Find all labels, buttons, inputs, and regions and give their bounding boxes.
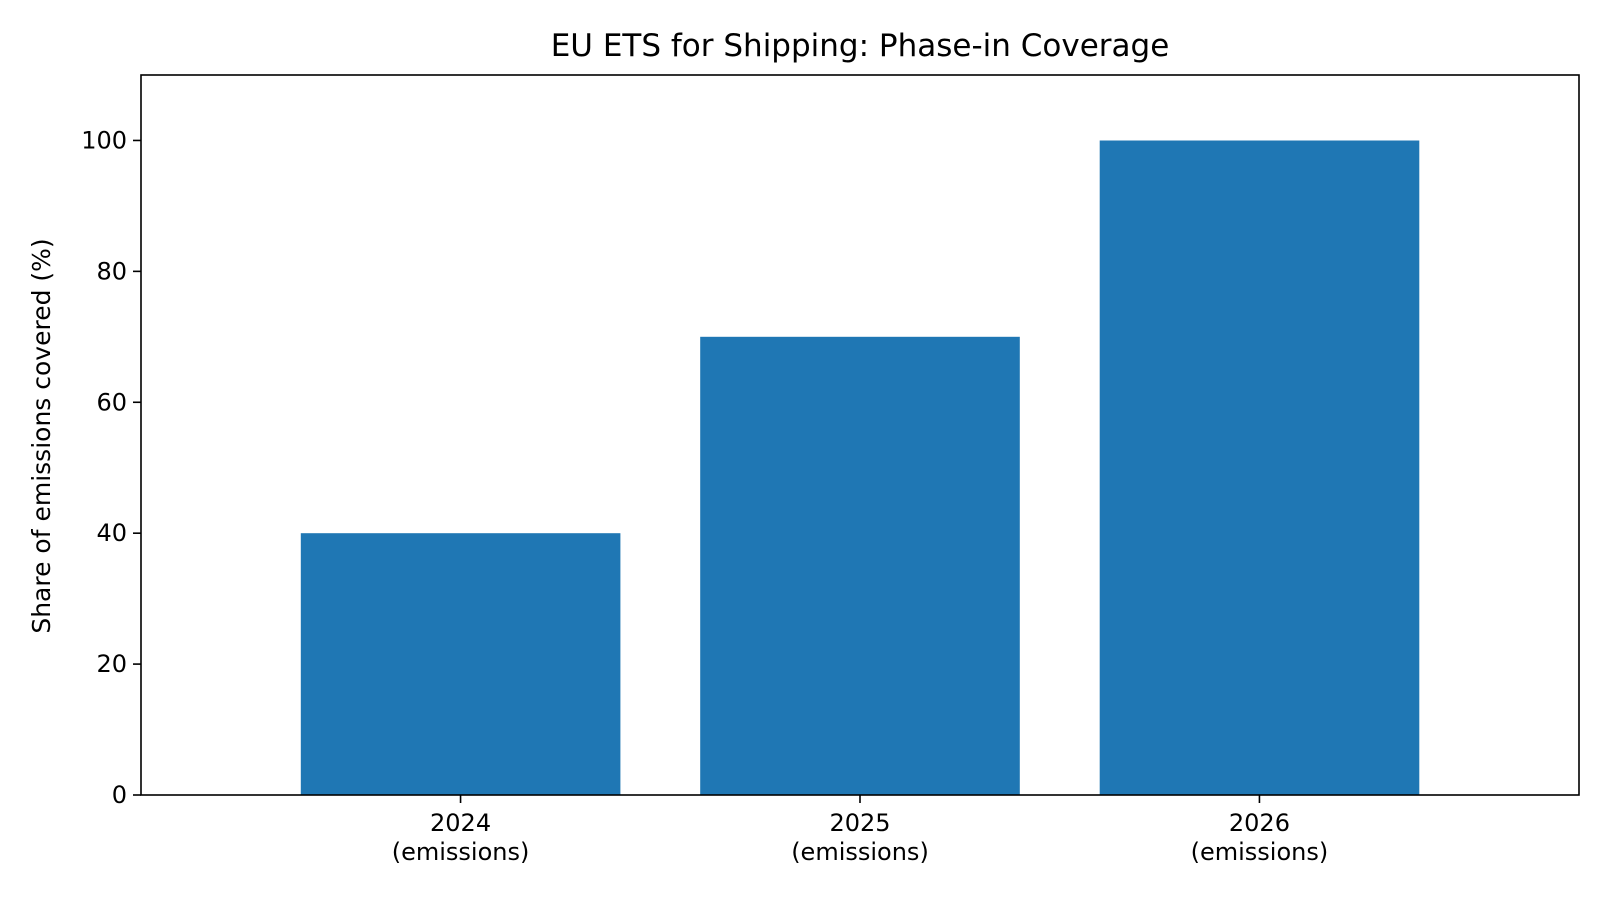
y-tick-label: 100	[81, 126, 127, 154]
plot-frame	[140, 74, 1580, 796]
y-tick-label: 80	[96, 257, 127, 285]
y-axis-ticks: 0 20 40 60 80 100	[81, 126, 141, 809]
y-tick-label: 60	[96, 388, 127, 416]
x-tick-label: 2025	[829, 809, 890, 837]
chart-title: EU ETS for Shipping: Phase-in Coverage	[551, 28, 1170, 64]
x-tick-label: (emissions)	[791, 838, 929, 866]
bar-2026	[1099, 140, 1420, 795]
y-axis-label: Share of emissions covered (%)	[27, 238, 56, 633]
bar-2024	[300, 533, 621, 795]
y-tick-label: 40	[96, 519, 127, 547]
x-tick-label: 2026	[1229, 809, 1290, 837]
x-tick-label: 2024	[430, 809, 491, 837]
x-axis-ticks: 2024(emissions)2025(emissions)2026(emiss…	[392, 795, 1329, 866]
y-tick-label: 0	[112, 781, 127, 809]
bars-layer	[300, 140, 1420, 795]
bar-2025	[700, 336, 1020, 795]
x-tick-label: (emissions)	[1191, 838, 1329, 866]
x-tick-label: (emissions)	[392, 838, 530, 866]
y-tick-label: 20	[96, 650, 127, 678]
